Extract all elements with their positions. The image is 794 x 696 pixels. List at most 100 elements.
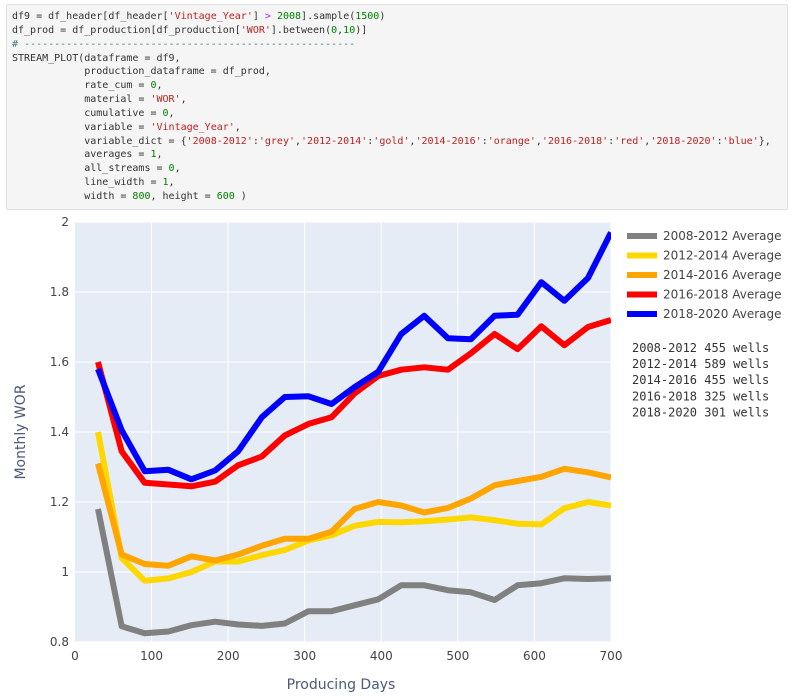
code-line: # --------------------------------------… bbox=[12, 39, 355, 50]
y-tick-label: 1.8 bbox=[50, 285, 69, 299]
legend-item[interactable]: 2014-2016 Average bbox=[627, 268, 782, 282]
code-token: width = bbox=[12, 190, 133, 202]
code-token: 'WOR' bbox=[150, 94, 181, 106]
series-line bbox=[95, 231, 611, 483]
code-token: '2012-2014' bbox=[301, 135, 368, 147]
y-tick-label: 0.8 bbox=[50, 635, 69, 649]
legend-item[interactable]: 2008-2012 Average bbox=[627, 229, 782, 243]
well-count-line: 2018-2020 301 wells bbox=[632, 405, 769, 419]
code-token: , bbox=[174, 163, 181, 175]
series-line bbox=[95, 508, 611, 637]
chart-svg: 0 100 200 300 400 500 600 700 0.8 1 1.2 1.4 1.6 1.8 2… bbox=[13, 215, 782, 693]
code-token: variable_dict = { bbox=[12, 135, 187, 147]
y-axis-title: Monthly WOR bbox=[13, 384, 29, 479]
code-token: variable = bbox=[12, 121, 151, 133]
code-token: , height = bbox=[150, 190, 217, 202]
x-tick-label: 500 bbox=[446, 649, 469, 663]
code-line: df9 = df_header[df_header['Vintage_Year'… bbox=[12, 11, 385, 22]
legend-item[interactable]: 2018-2020 Average bbox=[627, 307, 782, 321]
code-token: , bbox=[168, 177, 175, 189]
code-token: line_width = bbox=[12, 177, 163, 189]
legend-label: 2012-2014 Average bbox=[663, 249, 782, 263]
code-token: , bbox=[234, 121, 241, 133]
code-token: > bbox=[264, 11, 271, 22]
code-token: 'Vintage_Year' bbox=[150, 121, 235, 133]
x-tick-label: 100 bbox=[140, 649, 163, 663]
code-token: , bbox=[535, 135, 542, 147]
wor-line-chart: 0 100 200 300 400 500 600 700 0.8 1 1.2 1.4 1.6 1.8 2… bbox=[0, 212, 794, 696]
code-line: STREAM_PLOT(dataframe = df9, bbox=[12, 53, 181, 64]
well-count-line: 2012-2014 589 wells bbox=[632, 357, 769, 371]
y-tick-label: 1.2 bbox=[50, 495, 69, 509]
x-tick-label: 300 bbox=[293, 649, 316, 663]
x-tick-label: 700 bbox=[600, 649, 623, 663]
code-token: , bbox=[644, 135, 651, 147]
code-token: 0 bbox=[150, 80, 157, 92]
code-token: rate_cum = bbox=[12, 80, 151, 92]
y-tick-label: 1.6 bbox=[50, 355, 69, 369]
code-token: 0 bbox=[168, 163, 175, 175]
code-token: 'orange' bbox=[487, 135, 536, 147]
code-token: 'grey' bbox=[258, 135, 295, 147]
code-token: : bbox=[252, 135, 259, 147]
code-token: 'Vintage_Year' bbox=[168, 11, 253, 22]
code-token: averages = bbox=[12, 149, 151, 161]
y-tick-label: 2 bbox=[61, 215, 69, 229]
code-token: 0 bbox=[162, 107, 169, 119]
code-token: , bbox=[295, 135, 302, 147]
code-token: ].between( bbox=[270, 24, 332, 36]
code-token: , bbox=[156, 149, 163, 161]
code-token: 'blue' bbox=[722, 135, 759, 147]
x-tick-label: 200 bbox=[217, 649, 240, 663]
code-token: ) bbox=[234, 190, 247, 202]
code-line: line_width = 1, bbox=[12, 177, 175, 189]
x-tick-label: 0 bbox=[71, 649, 79, 663]
code-token: ].sample( bbox=[301, 11, 356, 22]
code-line: cumulative = 0, bbox=[12, 107, 174, 119]
code-token: , bbox=[409, 135, 416, 147]
code-token: : bbox=[481, 135, 488, 147]
code-token: }, bbox=[758, 135, 771, 147]
x-tick-labels: 0 100 200 300 400 500 600 700 bbox=[71, 649, 622, 663]
code-token: ] bbox=[252, 11, 265, 22]
code-token: : bbox=[608, 135, 615, 147]
code-cell[interactable]: df9 = df_header[df_header['Vintage_Year'… bbox=[6, 4, 788, 210]
code-line: production_dataframe = df_prod, bbox=[12, 66, 271, 77]
well-count-line: 2014-2016 455 wells bbox=[632, 373, 769, 387]
code-token: : bbox=[367, 135, 374, 147]
code-line: all_streams = 0, bbox=[12, 163, 181, 175]
code-token: material = bbox=[12, 94, 151, 106]
legend-label: 2016-2018 Average bbox=[663, 288, 782, 302]
code-token: 'WOR' bbox=[240, 24, 271, 36]
well-count-annotation: 2008-2012 455 wells 2012-2014 589 wells 20… bbox=[632, 341, 769, 419]
code-token: 800 bbox=[132, 190, 151, 202]
legend[interactable]: 2008-2012 Average 2012-2014 Average 2014-2… bbox=[627, 229, 782, 321]
code-token: , bbox=[156, 80, 163, 92]
code-token: '2018-2020' bbox=[650, 135, 717, 147]
code-line: df_prod = df_production[df_production['W… bbox=[12, 25, 367, 36]
series-lines bbox=[95, 231, 611, 637]
code-line: variable_dict = {'2008-2012':'grey','201… bbox=[12, 136, 771, 147]
code-token: ) bbox=[379, 11, 386, 22]
x-axis-title: Producing Days bbox=[287, 677, 396, 693]
code-token: df_prod = df_production[df_production[ bbox=[12, 24, 241, 36]
code-token: 'red' bbox=[614, 135, 645, 147]
code-token: '2016-2018' bbox=[541, 135, 609, 147]
code-token: # --------------------------------------… bbox=[12, 38, 356, 50]
code-token: )] bbox=[355, 24, 368, 36]
code-line: material = 'WOR', bbox=[12, 94, 186, 106]
x-tick-label: 400 bbox=[370, 649, 393, 663]
well-count-line: 2016-2018 325 wells bbox=[632, 389, 769, 403]
code-token: 1 bbox=[150, 149, 157, 161]
legend-item[interactable]: 2012-2014 Average bbox=[627, 249, 782, 263]
code-block: df9 = df_header[df_header['Vintage_Year'… bbox=[12, 10, 787, 204]
code-token: production_dataframe = df_prod, bbox=[12, 66, 271, 78]
code-token: 10 bbox=[343, 24, 356, 36]
legend-item[interactable]: 2016-2018 Average bbox=[627, 288, 782, 302]
legend-label: 2014-2016 Average bbox=[663, 268, 782, 282]
code-token: 2008 bbox=[276, 11, 302, 22]
code-token: df9 = df_header[df_header[ bbox=[12, 11, 169, 22]
series-line bbox=[95, 317, 611, 490]
series-line bbox=[95, 431, 611, 584]
